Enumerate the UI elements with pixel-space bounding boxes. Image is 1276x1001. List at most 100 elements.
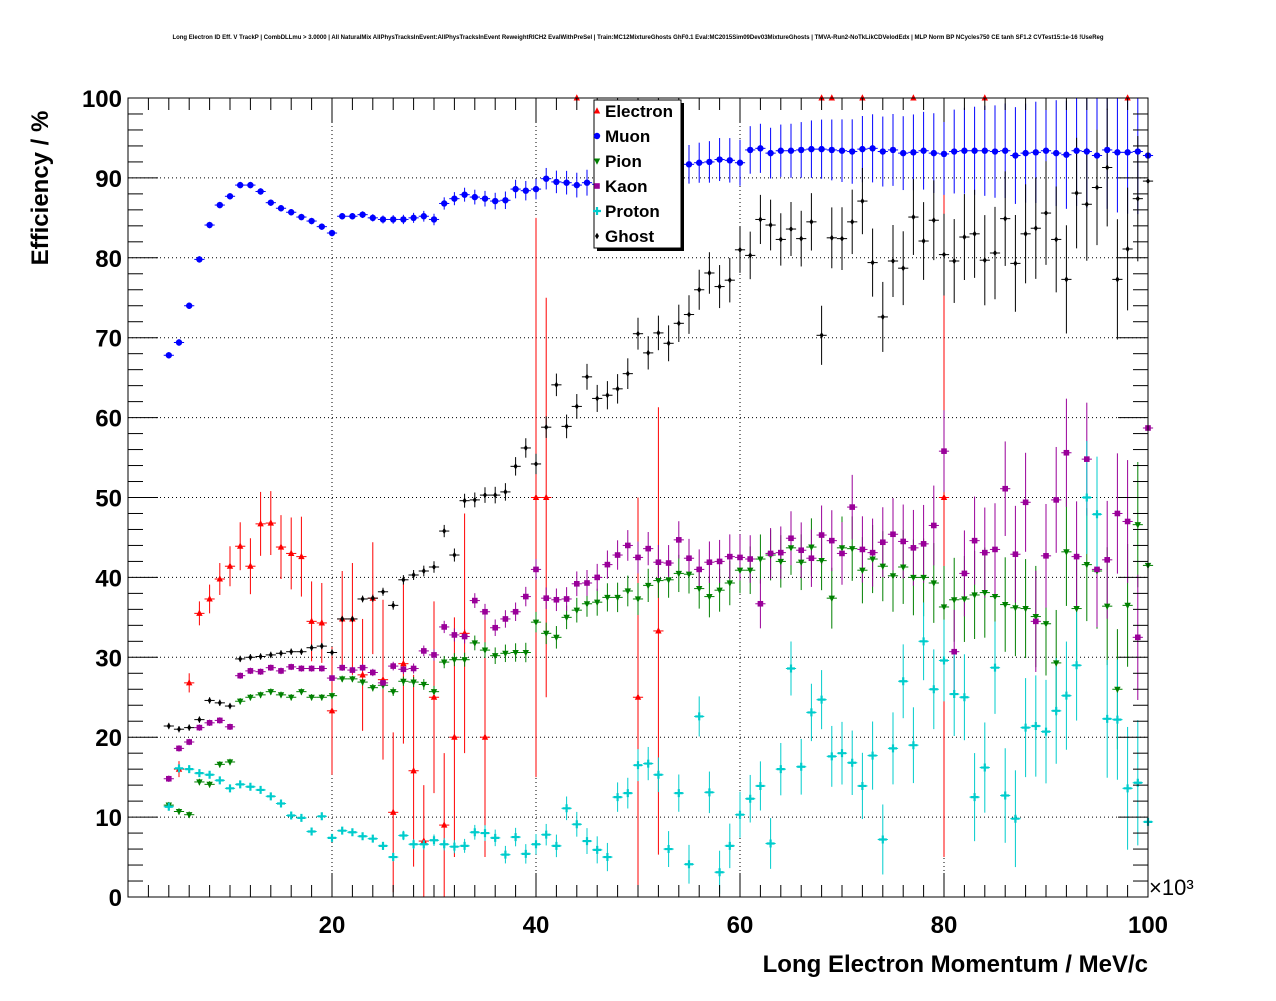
pion-point xyxy=(991,594,999,601)
muon-point xyxy=(237,181,244,189)
muon-point xyxy=(430,216,438,223)
kaon-point xyxy=(400,666,407,673)
kaon-point xyxy=(166,775,172,782)
proton-point xyxy=(613,793,622,802)
kaon-point xyxy=(553,596,560,603)
kaon-point xyxy=(951,648,957,655)
pion-point xyxy=(940,604,948,611)
muon-point xyxy=(492,197,499,205)
kaon-point xyxy=(339,664,345,671)
ghost-point xyxy=(493,491,498,499)
pion-point xyxy=(196,779,203,786)
muon-point xyxy=(900,149,907,157)
x-axis-multiplier: ×10³ xyxy=(1149,875,1194,900)
pion-point xyxy=(237,698,244,706)
kaon-point xyxy=(818,532,825,538)
ghost-point xyxy=(432,563,436,571)
kaon-point xyxy=(584,580,590,586)
pion-point xyxy=(859,567,866,575)
kaon-point xyxy=(380,680,386,686)
kaon-point xyxy=(237,672,243,679)
ghost-point xyxy=(1023,230,1028,238)
pion-point xyxy=(798,559,805,567)
proton-point xyxy=(715,868,724,877)
ghost-point xyxy=(381,588,385,595)
pion-point xyxy=(706,594,713,601)
y-tick-label: 90 xyxy=(95,166,122,193)
ghost-point xyxy=(707,269,712,277)
ghost-point xyxy=(636,330,640,337)
electron-point xyxy=(267,519,274,526)
proton-point xyxy=(889,744,898,753)
ghost-point xyxy=(554,381,559,389)
muon-point xyxy=(522,187,529,194)
electron-point xyxy=(532,493,540,501)
pion-point xyxy=(981,590,988,597)
muon-point xyxy=(787,147,795,154)
proton-point xyxy=(175,764,183,773)
proton-point xyxy=(685,860,694,869)
proton-point xyxy=(603,853,612,862)
kaon-point xyxy=(370,669,376,676)
ghost-point xyxy=(1105,164,1110,171)
proton-point xyxy=(858,781,867,790)
muon-point xyxy=(838,147,846,154)
ghost-point xyxy=(1054,236,1059,243)
muon-point xyxy=(267,199,274,206)
pion-point xyxy=(410,679,417,686)
muon-point xyxy=(339,213,346,220)
muon-point xyxy=(257,188,264,195)
pion-point xyxy=(400,678,407,686)
proton-point xyxy=(980,763,989,772)
pion-point xyxy=(1002,602,1009,609)
pion-point xyxy=(910,574,917,582)
proton-point xyxy=(848,758,857,767)
pion-point xyxy=(920,574,927,582)
muon-point xyxy=(777,147,784,154)
proton-point xyxy=(542,830,551,839)
kaon-point xyxy=(217,717,223,724)
ghost-point xyxy=(911,213,916,221)
y-tick-label: 60 xyxy=(95,406,122,433)
kaon-point xyxy=(859,546,866,553)
pion-point xyxy=(951,597,958,604)
proton-point xyxy=(532,840,541,849)
proton-point xyxy=(256,785,265,794)
pion-point xyxy=(736,567,744,575)
ghost-point xyxy=(870,259,875,266)
proton-point xyxy=(521,849,530,858)
electron-point xyxy=(206,595,213,602)
proton-point xyxy=(552,841,561,850)
ghost-point xyxy=(605,392,610,399)
proton-point xyxy=(787,664,796,673)
muon-point xyxy=(1053,149,1060,157)
kaon-point xyxy=(971,537,978,544)
pion-point xyxy=(288,694,295,702)
pion-point xyxy=(308,694,315,702)
electron-point xyxy=(910,94,917,101)
ghost-point xyxy=(391,602,396,609)
proton-point xyxy=(756,781,765,790)
kaon-point xyxy=(992,546,998,553)
muon-point xyxy=(696,159,703,166)
electron-point xyxy=(818,94,825,101)
muon-point xyxy=(441,200,448,207)
muon-point xyxy=(828,146,835,154)
legend-box xyxy=(593,99,682,249)
muon-point xyxy=(165,352,172,359)
kaon-point xyxy=(594,574,600,581)
kaon-point xyxy=(696,566,702,573)
pion-point xyxy=(532,619,540,626)
ghost-point xyxy=(483,491,487,499)
kaon-point xyxy=(390,663,396,669)
kaon-point xyxy=(676,537,682,543)
muon-point xyxy=(879,148,886,155)
muon-point xyxy=(247,181,254,189)
legend-ghost-marker xyxy=(595,232,599,240)
pion-point xyxy=(247,694,254,702)
electron-point xyxy=(981,94,988,101)
electron-point xyxy=(186,679,193,686)
kaon-point xyxy=(727,553,733,560)
pion-point xyxy=(1134,522,1141,529)
pion-point xyxy=(1083,562,1090,569)
